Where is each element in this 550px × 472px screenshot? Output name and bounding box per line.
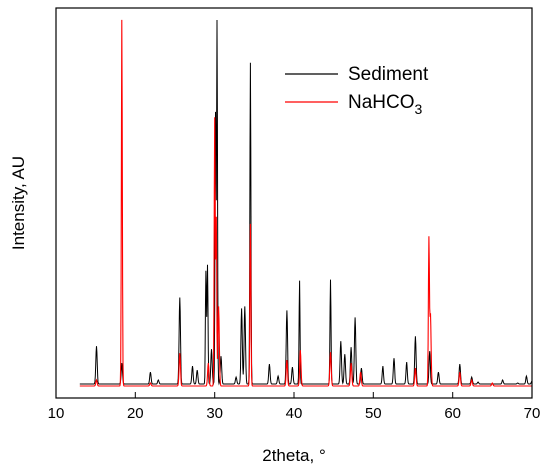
x-tick-label-20: 20 (127, 405, 144, 422)
x-axis-title: 2theta, ° (262, 446, 326, 465)
x-tick-label-70: 70 (524, 405, 541, 422)
series-line-nahco3 (79, 19, 532, 387)
y-axis-title: Intensity, AU (9, 156, 28, 250)
x-axis-ticks (55, 392, 533, 398)
legend-label-nahco3-subscript: 3 (415, 101, 423, 117)
legend-label-sediment: Sediment (348, 64, 429, 85)
legend-label-nahco3-main: NaHCO (348, 92, 415, 113)
plot-frame (55, 7, 533, 399)
legend-label-nahco3: NaHCO3 (348, 92, 423, 117)
x-tick-label-60: 60 (444, 405, 461, 422)
x-tick-label-10: 10 (48, 405, 65, 422)
legend: Sediment NaHCO3 (285, 64, 429, 117)
x-axis-tick-labels: 10 20 30 40 50 60 70 (48, 405, 541, 422)
x-tick-label-40: 40 (286, 405, 303, 422)
plot-traces (79, 19, 533, 387)
x-tick-label-50: 50 (365, 405, 382, 422)
series-line-sediment (79, 19, 533, 386)
x-tick-label-30: 30 (206, 405, 223, 422)
